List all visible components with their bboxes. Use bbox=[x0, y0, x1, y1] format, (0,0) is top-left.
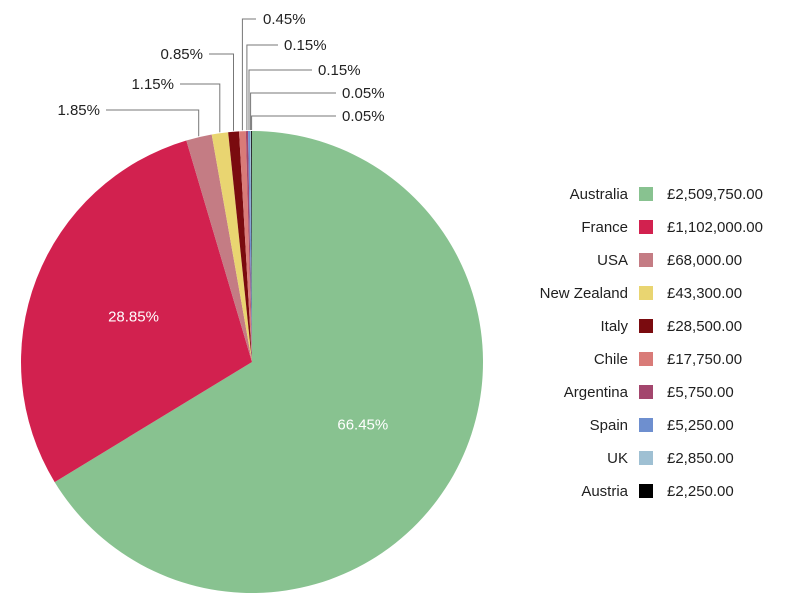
legend-value: £1,102,000.00 bbox=[667, 219, 763, 236]
leader-line bbox=[209, 53, 234, 131]
leader-line bbox=[241, 18, 256, 131]
legend-label: Chile bbox=[593, 351, 628, 368]
leader-line bbox=[106, 109, 200, 137]
legend-swatch bbox=[639, 319, 653, 333]
legend-swatch bbox=[639, 484, 653, 498]
pie-slice-argentina bbox=[245, 131, 252, 362]
slice-percent-label: 0.45% bbox=[263, 11, 306, 28]
pie-slice-new-zealand bbox=[211, 132, 252, 362]
legend-label: New Zealand bbox=[539, 285, 628, 302]
legend-swatch bbox=[639, 253, 653, 267]
legend-value: £28,500.00 bbox=[667, 318, 743, 335]
legend-swatch bbox=[639, 418, 653, 432]
slice-percent-label: 0.05% bbox=[342, 108, 385, 125]
pie-slice-spain bbox=[248, 131, 252, 362]
leader-line bbox=[251, 115, 336, 130]
legend-swatch bbox=[639, 352, 653, 366]
legend-label: UK bbox=[607, 450, 628, 467]
legend-label: France bbox=[581, 219, 628, 236]
slice-percent-label: 0.15% bbox=[318, 62, 361, 79]
slice-percent-label: 1.85% bbox=[57, 102, 100, 119]
leader-line bbox=[250, 92, 336, 130]
slice-percent-label: 1.15% bbox=[131, 76, 174, 93]
legend-item-chile: Chile £17,750.00 bbox=[505, 343, 790, 376]
legend-label: USA bbox=[597, 252, 628, 269]
legend-item-italy: Italy £28,500.00 bbox=[505, 310, 790, 343]
leader-line bbox=[248, 69, 312, 130]
legend-item-new-zealand: New Zealand £43,300.00 bbox=[505, 277, 790, 310]
pie-slice-usa bbox=[186, 134, 252, 362]
pie-slice-uk bbox=[250, 131, 252, 362]
legend-item-usa: USA £68,000.00 bbox=[505, 244, 790, 277]
legend-label: Austria bbox=[581, 483, 628, 500]
legend-swatch bbox=[639, 385, 653, 399]
slice-percent-label: 0.85% bbox=[160, 46, 203, 63]
legend-item-spain: Spain £5,250.00 bbox=[505, 409, 790, 442]
legend-item-uk: UK £2,850.00 bbox=[505, 442, 790, 475]
legend-label: Italy bbox=[600, 318, 628, 335]
slice-percent-label: 0.05% bbox=[342, 85, 385, 102]
slice-percent-label: 28.85% bbox=[108, 308, 159, 325]
pie-slice-france bbox=[21, 140, 252, 483]
legend-swatch bbox=[639, 187, 653, 201]
slice-percent-label: 0.15% bbox=[284, 37, 327, 54]
legend-item-argentina: Argentina £5,750.00 bbox=[505, 376, 790, 409]
legend-swatch bbox=[639, 451, 653, 465]
legend-value: £5,750.00 bbox=[667, 384, 734, 401]
leader-line bbox=[246, 44, 278, 131]
slice-percent-label: 66.45% bbox=[337, 416, 388, 433]
pie-slice-italy bbox=[228, 131, 252, 362]
legend-item-france: France £1,102,000.00 bbox=[505, 211, 790, 244]
legend-value: £2,250.00 bbox=[667, 483, 734, 500]
legend-value: £43,300.00 bbox=[667, 285, 743, 302]
legend-label: Australia bbox=[569, 186, 628, 203]
pie-slice-chile bbox=[239, 131, 252, 362]
legend-swatch bbox=[639, 286, 653, 300]
legend-value: £68,000.00 bbox=[667, 252, 743, 269]
legend-value: £17,750.00 bbox=[667, 351, 743, 368]
legend-value: £2,850.00 bbox=[667, 450, 734, 467]
legend-label: Argentina bbox=[563, 384, 628, 401]
legend-item-australia: Australia £2,509,750.00 bbox=[505, 178, 790, 211]
leader-line bbox=[180, 83, 221, 133]
pie-slice-austria bbox=[251, 130, 252, 362]
legend-value: £2,509,750.00 bbox=[667, 186, 763, 203]
legend-value: £5,250.00 bbox=[667, 417, 734, 434]
legend-item-austria: Austria £2,250.00 bbox=[505, 475, 790, 508]
pie-slice-australia bbox=[54, 131, 484, 593]
legend-swatch bbox=[639, 220, 653, 234]
chart-legend: Australia £2,509,750.00 France £1,102,00… bbox=[505, 178, 790, 508]
legend-label: Spain bbox=[589, 417, 628, 434]
